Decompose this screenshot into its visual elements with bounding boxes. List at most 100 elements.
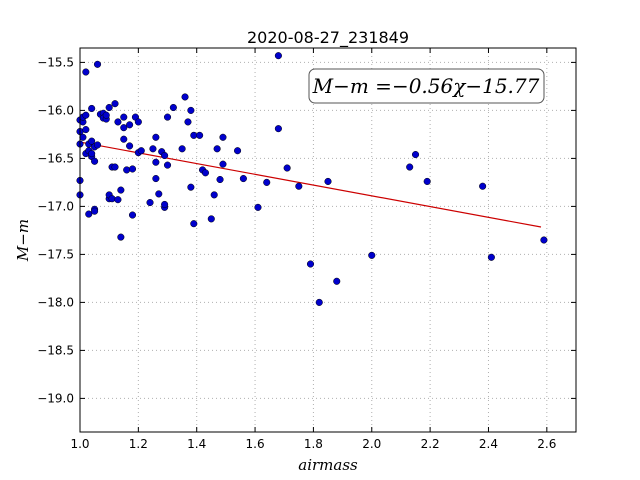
- data-point: [82, 111, 90, 119]
- fit-annotation: M−m =−0.56χ−15.77: [308, 68, 545, 104]
- data-point: [411, 151, 420, 159]
- x-tick-label: 1.6: [246, 437, 265, 451]
- data-point: [207, 215, 215, 223]
- data-point: [161, 151, 169, 160]
- data-point: [187, 183, 195, 191]
- data-point: [117, 233, 125, 241]
- data-point: [190, 220, 198, 228]
- annotation-box: [308, 68, 545, 104]
- y-tick-label: −16.0: [37, 103, 74, 117]
- data-point: [91, 207, 99, 215]
- y-tick-labels: −15.5 −16.0 −16.5 −17.0 −17.5 −18.0 −18.5 −19.0: [37, 55, 74, 405]
- data-point: [163, 113, 172, 121]
- data-point: [128, 211, 137, 219]
- x-tick-label: 1.2: [129, 437, 148, 451]
- data-point: [161, 200, 169, 209]
- data-point: [93, 60, 102, 68]
- data-point: [88, 104, 96, 113]
- x-tick-label: 2.0: [362, 437, 381, 451]
- data-point: [111, 100, 119, 108]
- data-point: [152, 175, 160, 183]
- chart-title: 2020-08-27_231849: [247, 28, 409, 48]
- y-axis-label: M−m: [14, 219, 32, 262]
- data-point: [423, 177, 431, 185]
- fit-layer: [79, 141, 542, 228]
- x-tick-label: 2.6: [537, 437, 556, 451]
- x-tick-label: 1.4: [187, 437, 206, 451]
- data-point: [79, 133, 87, 141]
- data-point: [169, 103, 177, 112]
- data-point: [137, 147, 145, 155]
- data-point: [219, 133, 227, 141]
- data-point: [184, 118, 192, 126]
- x-tick-label: 1.0: [70, 437, 89, 451]
- points-layer: [76, 52, 548, 306]
- data-point: [283, 164, 291, 172]
- data-point: [120, 124, 128, 132]
- data-point: [333, 277, 341, 285]
- data-point: [114, 118, 122, 126]
- y-tick-label: −16.5: [37, 151, 74, 165]
- grid: [79, 48, 576, 432]
- data-point: [201, 169, 210, 177]
- data-point: [93, 141, 102, 149]
- data-point: [123, 166, 131, 174]
- data-point: [114, 196, 122, 204]
- data-point: [126, 121, 134, 129]
- data-point: [487, 253, 495, 261]
- data-point: [368, 251, 376, 259]
- data-point: [239, 175, 247, 183]
- data-point: [88, 150, 96, 158]
- data-point: [134, 118, 142, 126]
- data-point: [181, 93, 189, 101]
- data-point: [117, 186, 125, 194]
- data-point: [213, 145, 221, 153]
- data-point: [234, 147, 242, 155]
- x-tick-label: 2.4: [479, 437, 498, 451]
- data-point: [295, 182, 303, 190]
- y-tick-label: −18.0: [37, 295, 74, 309]
- data-point: [111, 163, 119, 171]
- data-point: [128, 165, 137, 173]
- data-point: [155, 190, 163, 198]
- data-point: [108, 195, 116, 203]
- data-point: [120, 135, 128, 143]
- plot-background: [80, 48, 576, 432]
- x-tick-label: 2.2: [421, 437, 440, 451]
- data-point: [178, 145, 186, 153]
- data-point: [102, 111, 110, 119]
- data-point: [254, 203, 262, 211]
- fit-line: [79, 141, 542, 228]
- data-point: [406, 163, 414, 171]
- data-point: [152, 133, 160, 141]
- x-tick-labels: 1.0 1.2 1.4 1.6 1.8 2.0 2.2 2.4 2.6: [70, 437, 556, 451]
- data-point: [219, 160, 227, 168]
- y-tick-label: −15.5: [37, 55, 74, 69]
- data-point: [152, 158, 160, 166]
- data-point: [126, 142, 134, 150]
- data-point: [324, 177, 332, 185]
- data-point: [187, 106, 195, 114]
- data-point: [120, 113, 128, 121]
- data-point: [105, 103, 113, 112]
- data-point: [82, 68, 90, 76]
- y-tick-label: −19.0: [37, 391, 74, 405]
- data-point: [85, 210, 93, 218]
- data-point: [149, 145, 157, 153]
- data-point: [274, 52, 282, 60]
- data-point: [82, 126, 90, 134]
- annotation-text: M−m =−0.56χ−15.77: [312, 74, 540, 98]
- data-point: [88, 137, 96, 145]
- plot-frame: [79, 47, 577, 433]
- data-point: [196, 131, 204, 139]
- data-point: [163, 161, 172, 169]
- data-point: [210, 191, 218, 199]
- data-point: [306, 260, 315, 268]
- y-tick-label: −17.0: [37, 199, 74, 213]
- x-axis-label: airmass: [298, 456, 358, 474]
- data-point: [540, 236, 548, 244]
- y-tick-label: −17.5: [37, 247, 74, 261]
- data-point: [216, 175, 224, 184]
- data-point: [146, 199, 154, 207]
